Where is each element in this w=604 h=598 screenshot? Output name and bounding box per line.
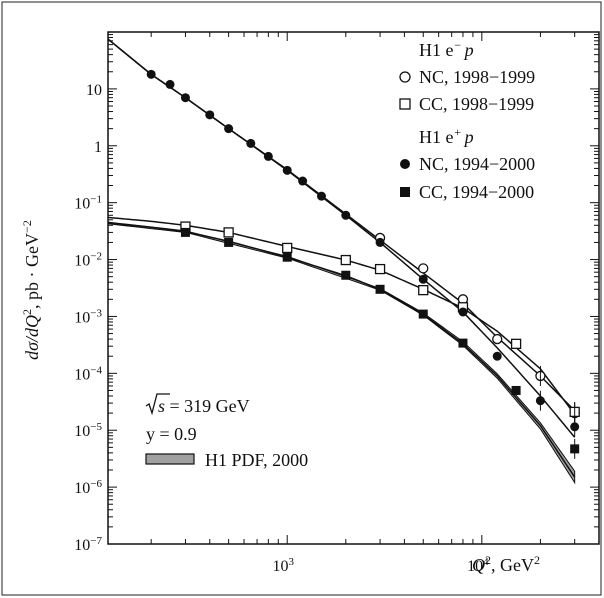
tick-labels: 10 1 10−1 10−2 10−3 10−4 10−5 10−6 10−7 103 104 [74,82,489,575]
legend-nc-em-label: NC, 1998−1999 [419,67,535,87]
marker-filled-circle [146,69,156,79]
marker-open-circle [492,333,503,345]
legend-cc-ep-label: CC, 1994−2000 [419,182,534,202]
legend-group2-title: H1 e+ p [419,125,474,147]
x-tick-label: 104 [467,556,489,575]
y-value-annotation: y = 0.9 [146,424,197,444]
marker-filled-square [458,338,468,348]
data-points [146,69,580,459]
marker-filled-circle [492,351,502,361]
pdf-curves [107,38,576,478]
marker-filled-square [511,385,521,395]
pdf-band-label: H1 PDF, 2000 [205,450,308,470]
legend-open-circle-marker [399,71,411,83]
pdf-band-swatch [145,453,195,465]
x-tick-label: 103 [272,556,294,575]
legend-nc-ep-label: NC, 1994−2000 [419,154,535,174]
marker-filled-circle [341,210,351,220]
y-tick-label: 1 [94,139,102,156]
marker-filled-circle [165,79,175,89]
marker-filled-square [180,227,190,237]
marker-filled-circle [205,110,215,120]
pdf-curve-2 [107,216,576,415]
marker-filled-square [375,284,385,294]
legend: H1 e− p NC, 1998−1999 CC, 1998−1999 H1 e+… [399,38,535,202]
marker-filled-square [418,309,428,319]
marker-filled-circle [458,307,468,317]
marker-filled-square [224,237,234,247]
marker-filled-circle [316,191,326,201]
marker-open-square [340,254,351,266]
y-tick-label: 10−6 [74,478,102,497]
y-tick-label: 10−1 [74,194,102,213]
marker-filled-circle [298,176,308,186]
y-tick-label: 10−2 [74,251,102,270]
marker-open-square [223,227,234,238]
marker-filled-circle [282,165,292,175]
x-axis-label: Q2, GeV2 [472,553,540,575]
y-tick-label: 10 [86,82,102,99]
y-tick-label: 10−7 [74,535,102,554]
y-tick-label: 10−3 [74,307,102,326]
plot-area [107,31,600,545]
y-tick-label: 10−4 [74,364,102,383]
axis-ticks [108,32,600,545]
marker-open-square [374,263,386,275]
marker-open-square [282,242,293,254]
marker-filled-circle [224,124,234,134]
marker-open-circle [418,263,429,274]
legend-filled-square-marker [400,187,410,197]
legend-open-square-marker [399,98,411,110]
marker-filled-circle [375,237,385,247]
annotations: s = 319 GeV y = 0.9 H1 PDF, 2000 [145,393,308,470]
legend-cc-em-label: CC, 1998−1999 [419,94,534,114]
marker-filled-circle [418,274,428,284]
y-tick-label: 10−5 [74,421,102,440]
marker-open-square [418,284,429,296]
marker-open-square [510,338,522,349]
marker-filled-square [282,252,292,262]
sqrt-symbol [145,393,170,416]
y-axis-label: dσ/dQ2, pb · GeV−2 [20,220,42,360]
pdf-curve-1 [107,38,576,438]
sqrt-s-annotation: s = 319 GeV [158,396,250,416]
pdf-curve-3 [107,222,576,478]
marker-filled-circle [180,93,190,103]
marker-filled-circle [246,138,256,148]
marker-filled-square [341,270,351,280]
legend-group1-title: H1 e− p [419,38,474,60]
marker-filled-circle [263,151,273,161]
legend-filled-circle-marker [400,159,410,169]
